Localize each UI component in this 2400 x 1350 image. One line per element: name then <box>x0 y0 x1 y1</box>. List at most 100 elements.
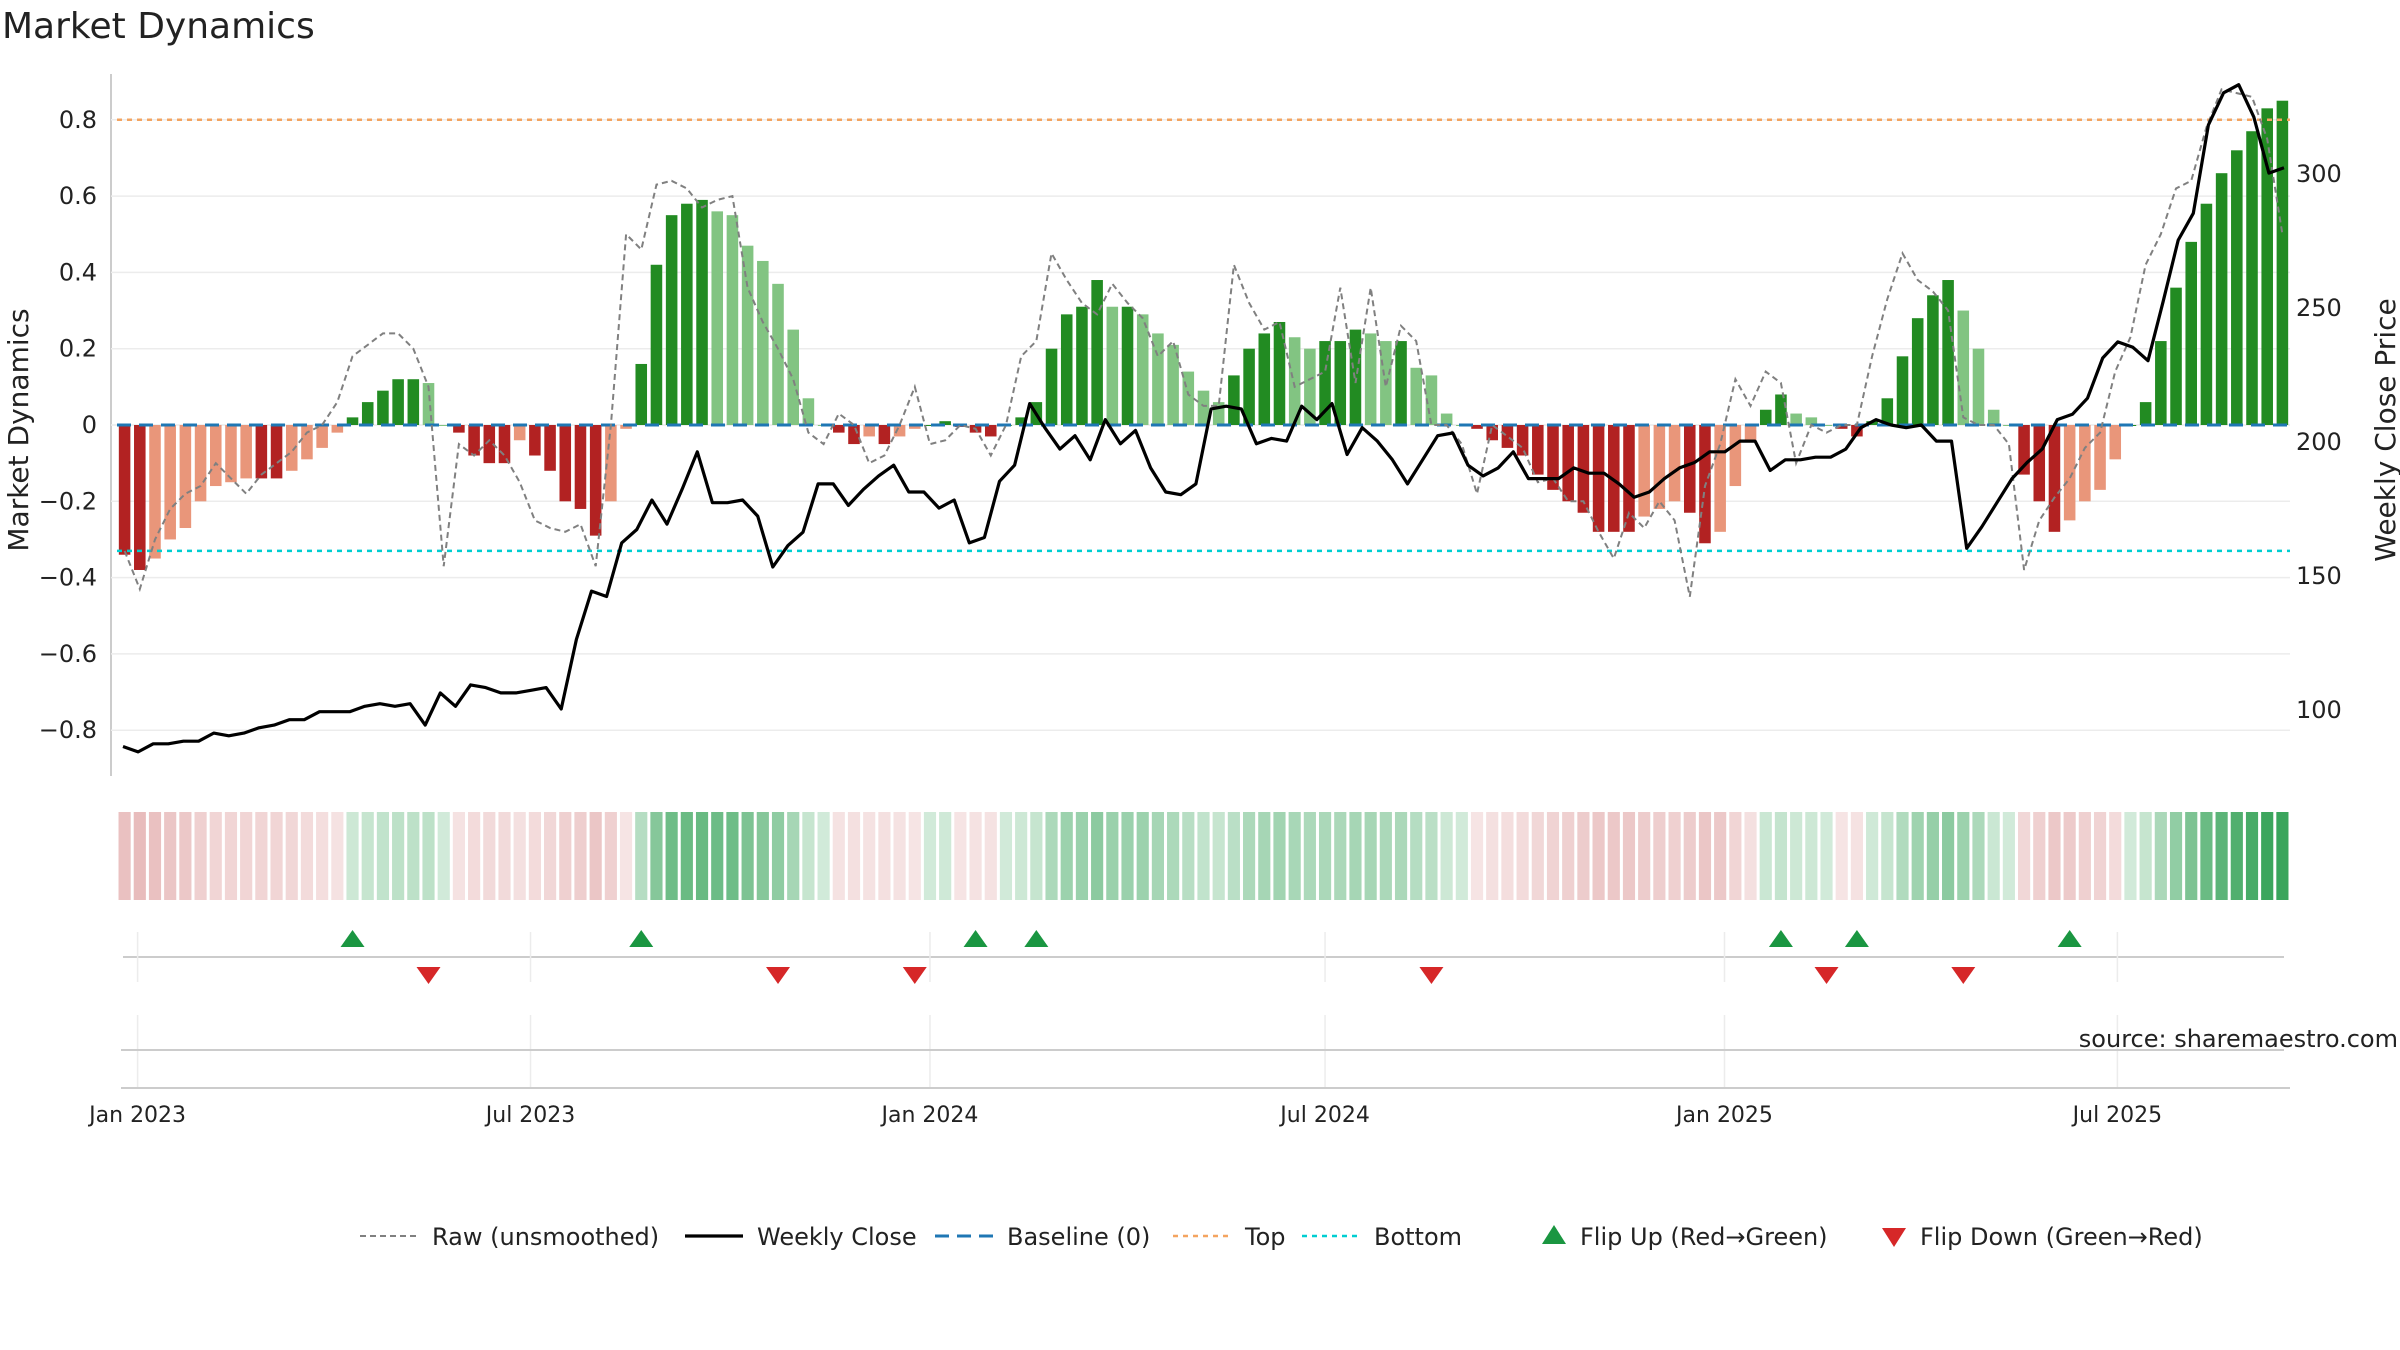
regime-cell <box>999 812 1013 900</box>
dynamics-bar <box>2003 425 2015 426</box>
dynamics-bar <box>149 425 161 559</box>
dynamics-bar <box>1714 425 1726 532</box>
dynamics-bar <box>270 425 283 479</box>
regime-cell <box>559 812 572 900</box>
regime-cell <box>589 812 602 900</box>
dynamics-bar <box>1638 425 1650 517</box>
dynamics-bar <box>559 425 572 502</box>
dynamics-bar <box>377 390 389 425</box>
dynamics-bar <box>1759 409 1772 425</box>
dynamics-bar <box>1182 371 1195 425</box>
regime-cell <box>1425 812 1438 900</box>
regime-cell <box>923 812 937 900</box>
regime-cell <box>756 812 769 900</box>
dynamics-bar <box>1881 398 1894 425</box>
dynamics-bar <box>924 425 936 426</box>
dynamics-bar <box>453 425 465 433</box>
dynamics-bar <box>802 398 815 425</box>
regime-cell <box>1866 812 1879 900</box>
legend-item: Raw (unsmoothed) <box>360 1223 659 1251</box>
regime-cell <box>1136 812 1149 900</box>
dynamics-bar <box>863 425 875 437</box>
regime-cell <box>179 812 192 900</box>
dynamics-bar <box>1228 375 1240 425</box>
regime-cell <box>863 812 876 900</box>
regime-cell <box>2017 812 2031 900</box>
regime-cell <box>240 812 253 900</box>
regime-cell <box>1729 812 1742 900</box>
regime-cell <box>665 812 678 900</box>
regime-cell <box>1562 812 1575 900</box>
y2-tick-label: 200 <box>2296 428 2342 456</box>
regime-cell <box>1653 812 1666 900</box>
regime-cell <box>1683 812 1696 900</box>
regime-cell <box>2154 812 2167 900</box>
regime-cell <box>619 812 633 900</box>
main-plot: −0.8 −0.6 −0.4 −0.2 0 0.2 0.4 0.6 0.8 100 150 200 25… <box>39 74 2342 776</box>
regime-cell <box>984 812 997 900</box>
regime-cell <box>2185 812 2198 900</box>
dynamics-bar <box>2261 108 2273 425</box>
legend: Raw (unsmoothed) Weekly Close Baseline (0)… <box>360 1223 2203 1251</box>
y2-tick-label: 250 <box>2296 294 2342 322</box>
dynamics-bar <box>1532 425 1544 475</box>
regime-cell <box>1045 812 1058 900</box>
regime-cell <box>2200 812 2213 900</box>
dynamics-bar <box>1486 425 1498 441</box>
dynamics-bar <box>194 425 207 502</box>
legend-label: Baseline (0) <box>1007 1223 1150 1251</box>
dynamics-bar <box>635 363 648 425</box>
dynamics-bar <box>134 425 146 570</box>
flip-up-marker <box>2057 930 2082 947</box>
x-tick-label: Jan 2023 <box>87 1103 186 1128</box>
regime-cell <box>148 812 162 900</box>
dynamics-bar <box>1805 417 1818 425</box>
dynamics-bar <box>1136 314 1149 425</box>
regime-cell <box>1668 812 1681 900</box>
regime-cell <box>498 812 511 900</box>
dynamics-bar <box>2200 203 2213 425</box>
dynamics-bar <box>422 383 435 425</box>
dynamics-bar <box>240 425 252 479</box>
legend-label: Raw (unsmoothed) <box>432 1223 659 1251</box>
regime-cell <box>483 812 496 900</box>
dynamics-bar <box>1167 344 1179 425</box>
y2-tick-label: 150 <box>2296 562 2342 590</box>
dynamics-bar <box>513 425 526 441</box>
flip-up-marker <box>340 930 365 947</box>
regime-cell <box>164 812 177 900</box>
regime-cell <box>1243 812 1256 900</box>
regime-cell <box>1926 812 1939 900</box>
y-tick-label: 0.6 <box>59 182 97 210</box>
dynamics-bar <box>1562 425 1574 502</box>
regime-cell <box>224 812 238 900</box>
regime-cell <box>407 812 420 900</box>
regime-heat-strip <box>118 812 2289 900</box>
dynamics-bar <box>833 425 845 433</box>
x-tick-label: Jul 2024 <box>1278 1103 1370 1128</box>
dynamics-bar <box>1653 425 1666 509</box>
regime-cell <box>392 812 405 900</box>
dynamics-bar <box>2185 241 2198 425</box>
regime-cell <box>2230 812 2243 900</box>
dynamics-bar <box>1592 425 1605 532</box>
dynamics-bar <box>1288 337 1301 425</box>
dynamics-bar <box>1258 333 1271 425</box>
regime-cell <box>1638 812 1651 900</box>
dynamics-bar <box>681 203 693 425</box>
regime-cell <box>1349 812 1362 900</box>
regime-cell <box>1714 812 1727 900</box>
dynamics-bar <box>605 425 617 502</box>
y2-tick-label: 300 <box>2296 160 2342 188</box>
regime-cell <box>1303 812 1316 900</box>
dynamics-bar <box>407 379 420 425</box>
dynamics-bar <box>209 425 222 487</box>
dynamics-bar <box>285 425 298 471</box>
regime-cell <box>711 812 724 900</box>
regime-cell <box>1334 812 1347 900</box>
regime-cell <box>422 812 435 900</box>
dynamics-bar <box>772 283 784 425</box>
flip-down-marker <box>1951 967 1976 984</box>
y-tick-label: −0.8 <box>39 716 97 744</box>
dynamics-bar <box>1410 367 1423 425</box>
